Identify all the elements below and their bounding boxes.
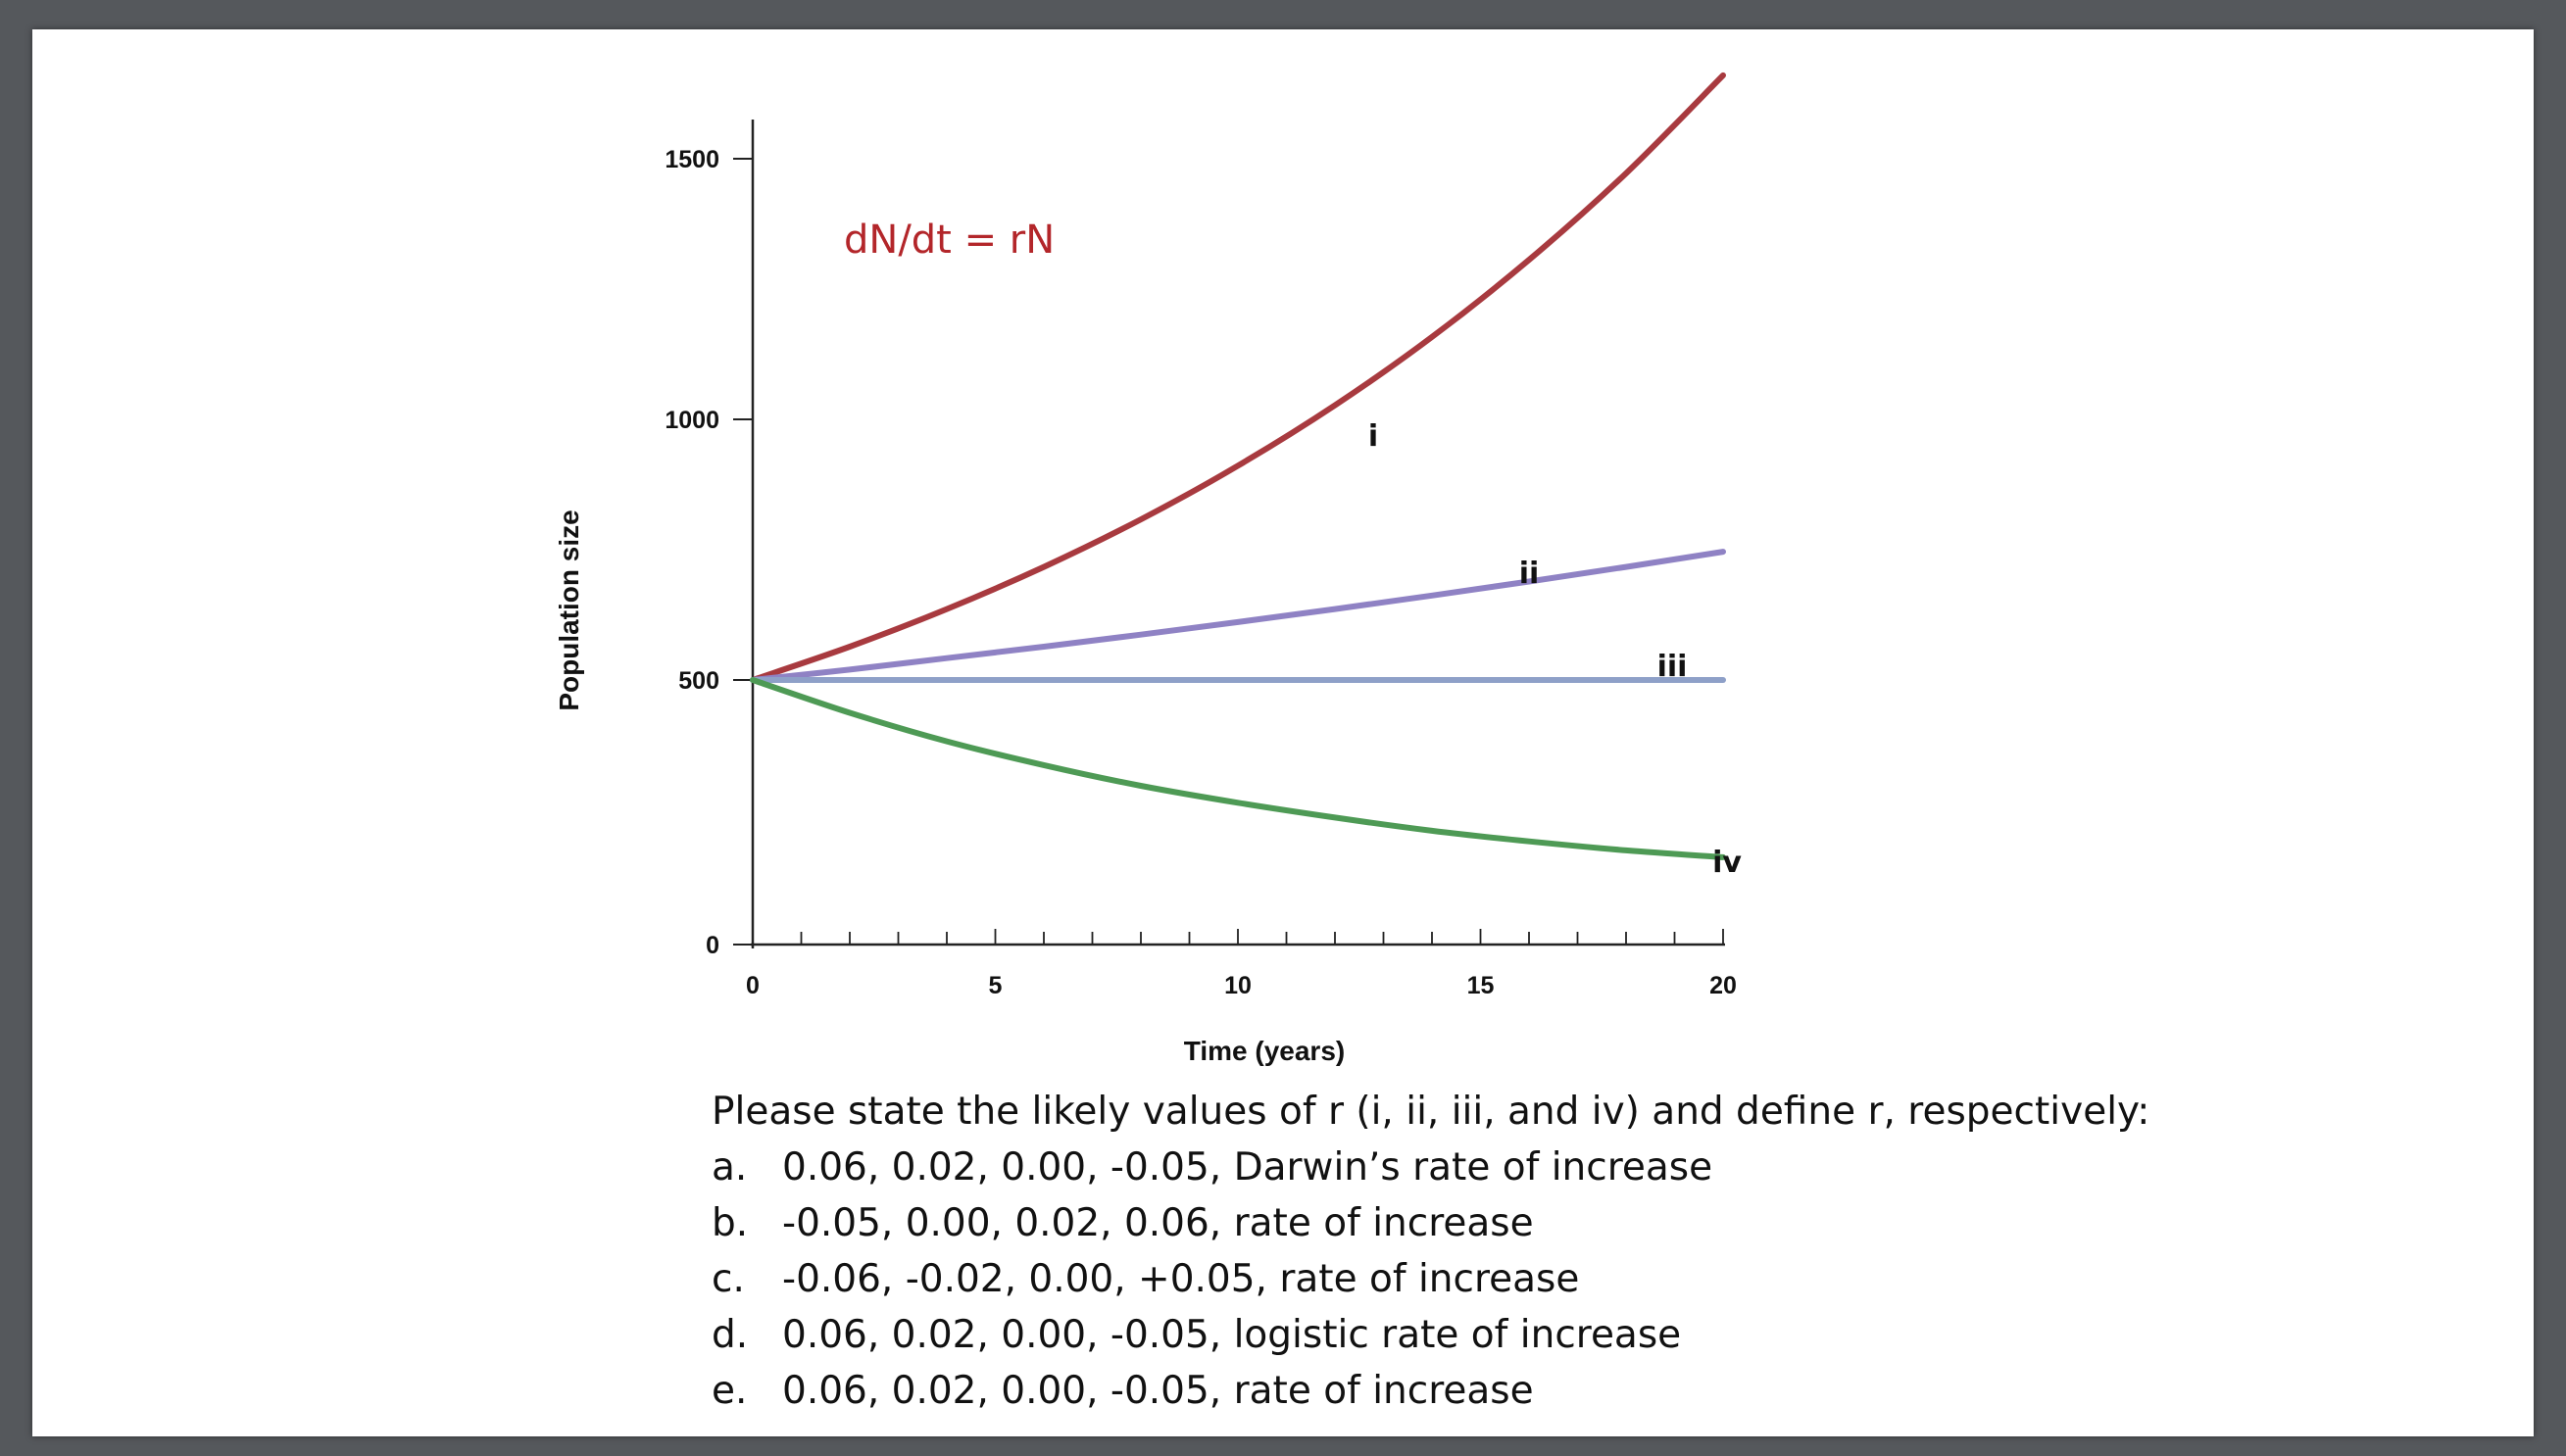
equation-annotation: dN/dt = rN xyxy=(844,218,1055,263)
slide: 0 500 1000 1500 0 5 10 15 20 i ii iii iv dN/dt = rN… xyxy=(32,29,2534,1436)
option-text: 0.06, 0.02, 0.00, -0.05, logistic rate o… xyxy=(782,1313,1682,1357)
answer-options: a. 0.06, 0.02, 0.00, -0.05, Darwin’s rate… xyxy=(712,1140,2476,1419)
y-axis-title: Population size xyxy=(554,510,584,710)
series-label-iii: iii xyxy=(1657,650,1688,684)
chart-ticks: 0 500 1000 1500 0 5 10 15 20 xyxy=(665,146,1737,999)
y-tick-label: 0 xyxy=(706,932,719,959)
x-axis-title: Time (years) xyxy=(1184,1036,1345,1066)
option-letter: d. xyxy=(712,1313,749,1357)
chart-series xyxy=(750,72,1726,860)
y-tick-label: 1500 xyxy=(665,146,719,173)
option-letter: a. xyxy=(712,1145,748,1189)
y-tick-label: 500 xyxy=(678,667,719,695)
x-tick-label: 20 xyxy=(1709,972,1737,999)
question-block: Please state the likely values of r (i, … xyxy=(712,1084,2476,1419)
series-label-i: i xyxy=(1368,419,1378,454)
series-label-iv: iv xyxy=(1712,846,1742,880)
answer-option-b[interactable]: b. -0.05, 0.00, 0.02, 0.06, rate of incre… xyxy=(712,1195,2476,1251)
question-stem: Please state the likely values of r (i, … xyxy=(712,1090,2150,1134)
series-line-i xyxy=(750,72,1726,683)
series-label-ii: ii xyxy=(1519,557,1540,591)
answer-option-d[interactable]: d. 0.06, 0.02, 0.00, -0.05, logistic rate… xyxy=(712,1307,2476,1363)
option-letter: b. xyxy=(712,1201,749,1245)
series-line-iv xyxy=(750,677,1726,860)
option-letter: c. xyxy=(712,1257,745,1301)
answer-option-e[interactable]: e. 0.06, 0.02, 0.00, -0.05, rate of incre… xyxy=(712,1363,2476,1419)
series-line-ii xyxy=(750,549,1726,683)
option-letter: e. xyxy=(712,1369,748,1413)
answer-option-a[interactable]: a. 0.06, 0.02, 0.00, -0.05, Darwin’s rate… xyxy=(712,1140,2476,1195)
option-text: 0.06, 0.02, 0.00, -0.05, rate of increas… xyxy=(782,1369,1534,1413)
x-tick-label: 10 xyxy=(1224,972,1252,999)
x-tick-label: 5 xyxy=(989,972,1003,999)
option-text: 0.06, 0.02, 0.00, -0.05, Darwin’s rate o… xyxy=(782,1145,1713,1189)
x-tick-label: 0 xyxy=(746,972,760,999)
x-tick-label: 15 xyxy=(1467,972,1495,999)
answer-option-c[interactable]: c. -0.06, -0.02, 0.00, +0.05, rate of inc… xyxy=(712,1251,2476,1307)
option-text: -0.05, 0.00, 0.02, 0.06, rate of increas… xyxy=(782,1201,1534,1245)
y-tick-label: 1000 xyxy=(665,407,719,434)
option-text: -0.06, -0.02, 0.00, +0.05, rate of incre… xyxy=(782,1257,1580,1301)
